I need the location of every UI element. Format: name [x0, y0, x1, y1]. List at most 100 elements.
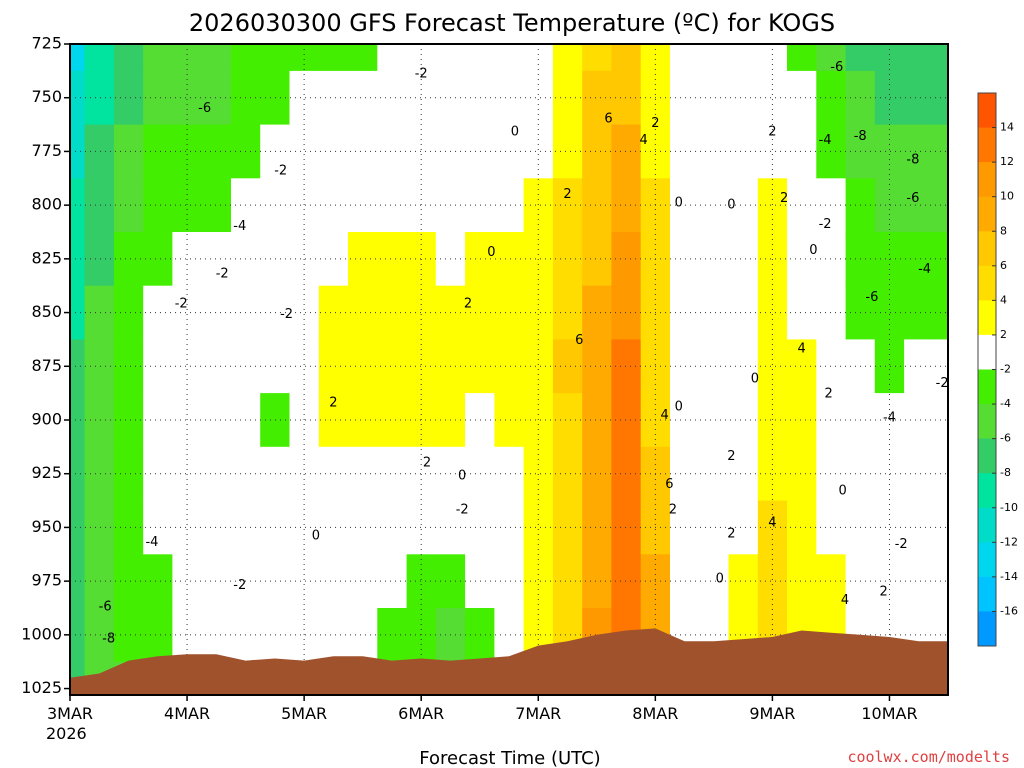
temperature-cell: [348, 232, 378, 287]
temperature-cell: [728, 232, 759, 287]
temperature-cell: [70, 446, 86, 502]
temperature-cell: [728, 44, 759, 72]
temperature-cell: [172, 393, 203, 448]
temperature-cell: [113, 500, 144, 555]
temperature-cell: [377, 70, 408, 126]
colorbar: 14 12 10 8 6 4 2 -2 -4 -6 -8 -10 -12 -14 -16: [977, 92, 1018, 647]
temperature-cell: [728, 339, 759, 394]
temperature-cell: [728, 393, 759, 448]
temperature-cell: [143, 44, 174, 72]
temperature-cell: [611, 124, 642, 179]
contour-label: 2: [780, 191, 788, 206]
colorbar-swatch: [978, 93, 996, 129]
temperature-cell: [494, 178, 525, 233]
contour-label: -2: [819, 217, 832, 232]
temperature-cell: [143, 446, 174, 502]
x-tick-label: 9MAR: [749, 704, 795, 723]
temperature-cell: [84, 339, 115, 394]
temperature-cell: [289, 393, 320, 448]
colorbar-label: 8: [1000, 224, 1007, 237]
temperature-cell: [84, 70, 115, 126]
temperature-cell: [904, 393, 934, 448]
temperature-cell: [348, 339, 378, 394]
temperature-cell: [670, 285, 700, 340]
temperature-cell: [728, 178, 759, 233]
temperature-cell: [113, 608, 144, 663]
temperature-cell: [318, 70, 349, 126]
temperature-cell: [787, 393, 817, 448]
x-axis-ticks: 3MAR 4MAR 5MAR 6MAR 7MAR 8MAR 9MAR 10MAR: [47, 695, 918, 723]
y-tick-label: 875: [31, 356, 62, 375]
contour-label: -8: [854, 129, 867, 144]
colorbar-label: -6: [1000, 432, 1011, 445]
contour-label: -2: [456, 503, 469, 518]
contour-label: 0: [675, 195, 683, 210]
temperature-cell: [289, 285, 320, 340]
temperature-cell: [670, 446, 700, 502]
contour-label: 2: [651, 116, 659, 131]
y-tick-label: 1025: [21, 678, 62, 697]
temperature-cell: [70, 608, 86, 663]
temperature-cell: [201, 285, 232, 340]
temperature-cell: [845, 44, 876, 72]
y-tick-label: 900: [31, 409, 62, 428]
temperature-cell: [552, 500, 583, 555]
temperature-cell: [904, 178, 934, 233]
temperature-cell: [699, 446, 730, 502]
temperature-cell: [70, 124, 86, 179]
temperature-cell: [201, 44, 232, 72]
temperature-cell: [787, 178, 817, 233]
contour-label: 0: [838, 483, 846, 498]
plot-frame: [69, 43, 949, 696]
contour-label: 0: [727, 198, 735, 213]
temperature-cell: [552, 44, 583, 72]
temperature-cell: [348, 178, 378, 233]
temperature-cell: [348, 285, 378, 340]
temperature-cell: [318, 393, 349, 448]
contour-label: 0: [487, 245, 495, 260]
y-tick-label: 825: [31, 248, 62, 267]
temperature-cell: [84, 178, 115, 233]
temperature-cell: [113, 285, 144, 340]
temperature-cell: [699, 554, 730, 609]
temperature-cell: [70, 393, 86, 448]
temperature-cell: [523, 44, 554, 72]
temperature-cell: [143, 70, 174, 126]
temperature-cell: [289, 554, 320, 609]
x-axis-label: Forecast Time (UTC): [419, 748, 600, 768]
contour-label: -4: [819, 133, 832, 148]
contour-label: -6: [865, 290, 878, 305]
temperature-cell: [201, 554, 232, 609]
temperature-cell: [816, 446, 847, 502]
temperature-cell: [816, 339, 847, 394]
contour-label: 6: [604, 112, 612, 127]
x-tick-label: 10MAR: [861, 704, 917, 723]
temperature-cell: [143, 178, 174, 233]
contour-label: 0: [675, 400, 683, 415]
contour-label: -2: [895, 537, 908, 552]
temperature-cell: [582, 339, 613, 394]
temperature-cell: [172, 124, 203, 179]
temperature-cell: [348, 393, 378, 448]
temperature-cell: [670, 554, 700, 609]
colorbar-label: 4: [1000, 293, 1007, 306]
colorbar-swatch: [978, 265, 996, 301]
temperature-cell: [348, 124, 378, 179]
temperature-cell: [699, 44, 730, 72]
temperature-cell: [70, 70, 86, 126]
temperature-cell: [582, 178, 613, 233]
colorbar-swatch: [978, 404, 996, 440]
contour-label: 2: [669, 503, 677, 518]
temperature-cell: [904, 339, 934, 394]
colorbar-swatch: [978, 542, 996, 578]
colorbar-swatch: [978, 334, 996, 370]
temperature-cell: [201, 70, 232, 126]
temperature-cell: [318, 554, 349, 609]
y-axis-ticks: 725 750 775 800 825 850 875 900 925 950 975 1000 102…: [21, 34, 70, 697]
temperature-cell: [904, 124, 934, 179]
temperature-cell: [699, 500, 730, 555]
temperature-cell: [523, 554, 554, 609]
temperature-cell: [582, 393, 613, 448]
temperature-cell: [728, 446, 759, 502]
temperature-cell: [611, 44, 642, 72]
